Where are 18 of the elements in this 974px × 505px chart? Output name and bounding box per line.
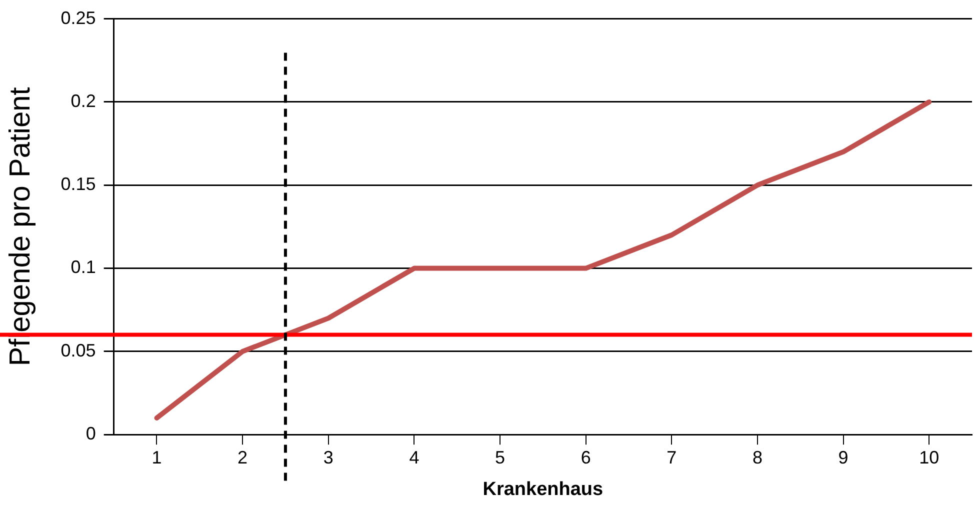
x-tick-label: 6 [580,447,591,468]
x-tick-label: 10 [919,447,940,468]
y-tick-label: 0.1 [70,257,96,278]
x-tick-label: 7 [666,447,677,468]
x-tick-label: 2 [238,447,248,468]
y-axis-title: Pflegende pro Patient [4,87,36,366]
y-tick-label: 0.2 [70,90,96,111]
y-tick-label: 0.05 [60,340,96,360]
x-axis-title: Krankenhaus [482,478,604,500]
x-tick-label: 8 [752,447,762,468]
y-tick-label: 0.15 [60,174,96,194]
y-tick-label: 0.25 [60,8,96,28]
x-tick-label: 4 [409,447,420,468]
x-tick-label: 1 [152,447,162,468]
y-tick-label: 0 [86,424,96,444]
x-tick-label: 9 [838,447,848,468]
x-tick-label: 3 [323,447,334,468]
x-tick-label: 5 [495,447,506,468]
